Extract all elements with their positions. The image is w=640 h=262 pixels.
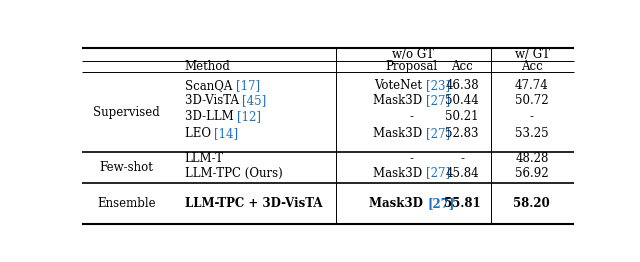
Text: Few-shot: Few-shot (100, 161, 154, 174)
Text: 46.38: 46.38 (445, 79, 479, 92)
Text: Mask3D: Mask3D (373, 127, 426, 140)
Text: 3D-LLM: 3D-LLM (184, 110, 237, 123)
Text: 50.44: 50.44 (445, 94, 479, 107)
Text: Mask3D: Mask3D (369, 197, 427, 210)
Text: LLM-TPC (Ours): LLM-TPC (Ours) (184, 167, 282, 180)
Text: Proposal: Proposal (386, 60, 438, 73)
Text: 53.25: 53.25 (515, 127, 548, 140)
Text: Mask3D: Mask3D (373, 167, 426, 180)
Text: -: - (410, 152, 413, 165)
Text: Ensemble: Ensemble (97, 197, 156, 210)
Text: 56.92: 56.92 (515, 167, 548, 180)
Text: LLM-TPC + 3D-VisTA: LLM-TPC + 3D-VisTA (184, 197, 322, 210)
Text: -: - (460, 152, 464, 165)
Text: 50.72: 50.72 (515, 94, 548, 107)
Text: VoteNet: VoteNet (374, 79, 426, 92)
Text: 47.74: 47.74 (515, 79, 548, 92)
Text: Supervised: Supervised (93, 106, 160, 119)
Text: Acc: Acc (521, 60, 543, 73)
Text: [23]: [23] (426, 79, 450, 92)
Text: w/ GT: w/ GT (515, 48, 550, 61)
Text: [27]: [27] (427, 197, 454, 210)
Text: [27]: [27] (426, 167, 450, 180)
Text: ScanQA: ScanQA (184, 79, 236, 92)
Text: w/o GT: w/o GT (392, 48, 435, 61)
Text: -: - (410, 110, 413, 123)
Text: -: - (530, 110, 534, 123)
Text: 45.84: 45.84 (445, 167, 479, 180)
Text: [17]: [17] (236, 79, 260, 92)
Text: [12]: [12] (237, 110, 261, 123)
Text: 50.21: 50.21 (445, 110, 479, 123)
Text: 48.28: 48.28 (515, 152, 548, 165)
Text: 3D-VisTA: 3D-VisTA (184, 94, 243, 107)
Text: 52.83: 52.83 (445, 127, 479, 140)
Text: 58.20: 58.20 (513, 197, 550, 210)
Text: 55.81: 55.81 (444, 197, 481, 210)
Text: [27]: [27] (426, 127, 450, 140)
Text: [45]: [45] (243, 94, 267, 107)
Text: Method: Method (184, 59, 230, 73)
Text: Mask3D: Mask3D (373, 94, 426, 107)
Text: LEO: LEO (184, 127, 214, 140)
Text: [14]: [14] (214, 127, 239, 140)
Text: [27]: [27] (426, 94, 450, 107)
Text: Acc: Acc (451, 60, 473, 73)
Text: LLM-T: LLM-T (184, 152, 224, 165)
